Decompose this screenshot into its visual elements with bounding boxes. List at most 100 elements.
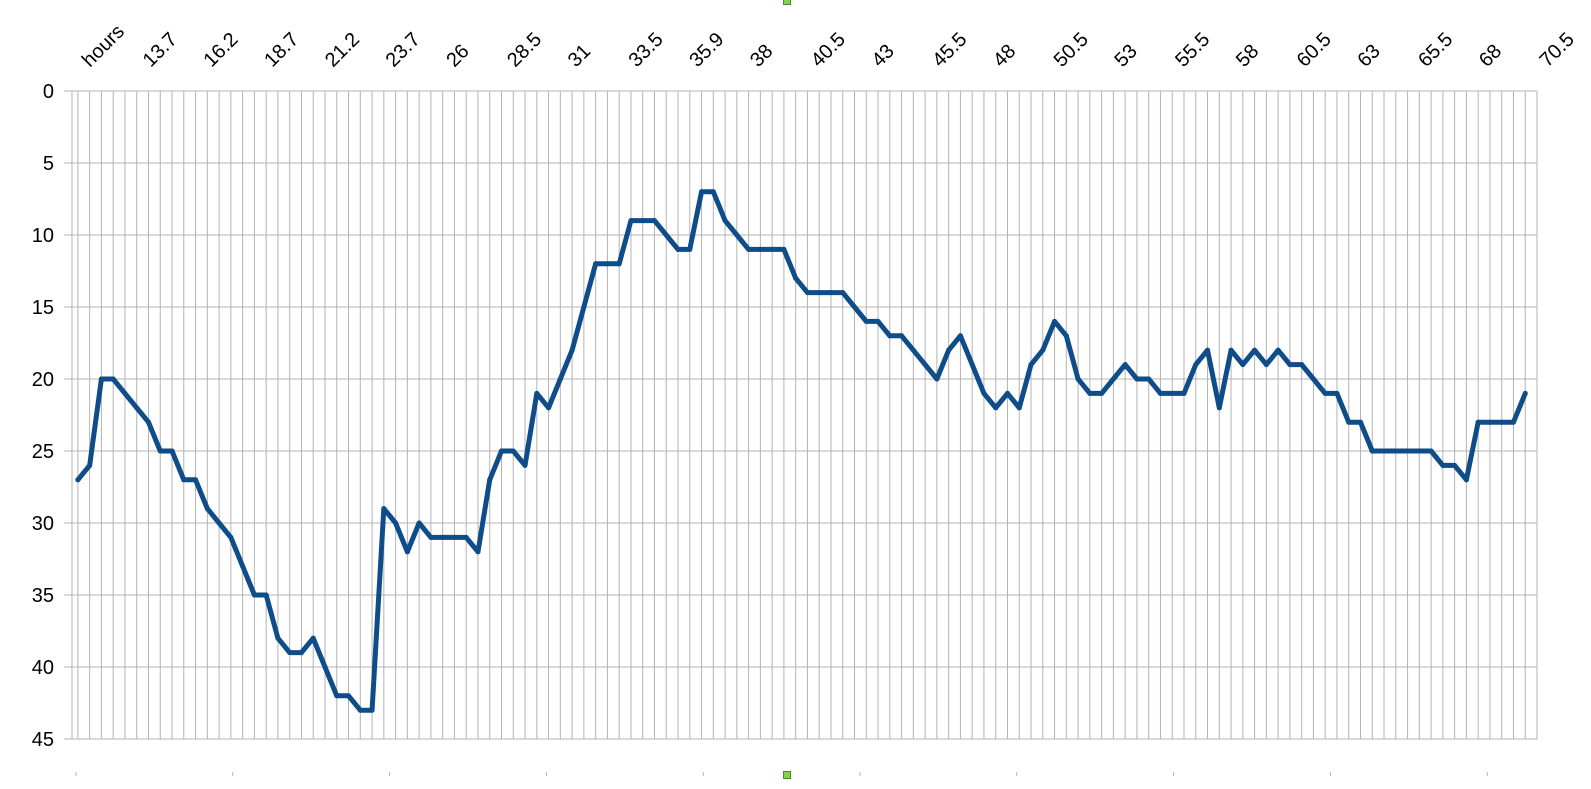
data-point [75, 477, 81, 483]
data-point [251, 592, 257, 598]
data-point [781, 246, 787, 252]
data-point [1428, 448, 1434, 454]
data-point [593, 261, 599, 267]
data-point [475, 549, 481, 555]
x-tick-label: 65.5 [1414, 28, 1457, 71]
x-tick-label: 43 [868, 40, 899, 71]
data-point [1369, 448, 1375, 454]
data-point [722, 218, 728, 224]
data-point [1510, 419, 1516, 425]
data-point [263, 592, 269, 598]
data-point [581, 304, 587, 310]
data-point [298, 650, 304, 656]
data-point [287, 650, 293, 656]
data-point [910, 347, 916, 353]
y-tick-label: 30 [32, 513, 54, 535]
data-point [240, 563, 246, 569]
data-point [404, 549, 410, 555]
x-tick-label: 38 [746, 40, 777, 71]
data-point [1240, 362, 1246, 368]
data-point [816, 290, 822, 296]
data-point [1334, 390, 1340, 396]
y-tick-label: 45 [32, 729, 54, 751]
data-point [1522, 390, 1528, 396]
data-point [1099, 390, 1105, 396]
data-point [1405, 448, 1411, 454]
data-point [1452, 462, 1458, 468]
data-point [804, 290, 810, 296]
points-layer [75, 189, 1528, 713]
x-tick-label: 23.7 [382, 28, 425, 71]
data-point [1275, 347, 1281, 353]
data-point [840, 290, 846, 296]
data-point [1181, 390, 1187, 396]
data-point [746, 246, 752, 252]
x-tick-label: 28.5 [503, 28, 546, 71]
selection-handle-top[interactable] [783, 0, 791, 5]
data-point [1475, 419, 1481, 425]
data-point [1063, 333, 1069, 339]
x-tick-label: 70.5 [1536, 28, 1579, 71]
data-point [828, 290, 834, 296]
data-point [769, 246, 775, 252]
data-point [863, 318, 869, 324]
data-point [193, 477, 199, 483]
data-point [757, 246, 763, 252]
data-point [1416, 448, 1422, 454]
data-point [216, 520, 222, 526]
data-point [381, 506, 387, 512]
x-tick-label: 48 [989, 40, 1020, 71]
y-tick-label: 5 [43, 153, 54, 175]
selection-handle-bottom[interactable] [783, 771, 791, 779]
data-point [510, 448, 516, 454]
data-point [275, 635, 281, 641]
data-point [957, 333, 963, 339]
x-tick-label: 33.5 [625, 28, 668, 71]
y-tick-label: 20 [32, 369, 54, 391]
data-point [793, 275, 799, 281]
data-point [1263, 362, 1269, 368]
x-tick-label: 63 [1353, 40, 1384, 71]
series-layer [75, 189, 1528, 713]
data-point [604, 261, 610, 267]
data-point [87, 462, 93, 468]
x-tick-label: 60.5 [1293, 28, 1336, 71]
series-line [75, 189, 1528, 713]
data-point [710, 189, 716, 195]
y-tick-label: 10 [32, 225, 54, 247]
axes [71, 91, 1488, 776]
data-point [1487, 419, 1493, 425]
data-point [1357, 419, 1363, 425]
x-tick-label: 16.2 [199, 28, 242, 71]
data-point [546, 405, 552, 411]
data-point [934, 376, 940, 382]
x-tick-label: 13.7 [139, 28, 182, 71]
data-point [969, 362, 975, 368]
data-point [687, 246, 693, 252]
data-point [1040, 347, 1046, 353]
data-point [1228, 347, 1234, 353]
data-point [875, 318, 881, 324]
x-tick-label: 40.5 [807, 28, 850, 71]
x-tick-label: hours [78, 21, 129, 72]
y-tick-label: 0 [43, 81, 54, 103]
y-axis-tick-labels: 0 5 10 15 20 25 30 35 40 45 [32, 81, 54, 751]
data-point [428, 534, 434, 540]
data-point [334, 693, 340, 699]
data-point [1075, 376, 1081, 382]
x-tick-label: 31 [564, 40, 595, 71]
data-point [204, 506, 210, 512]
data-point [393, 520, 399, 526]
data-point [1499, 419, 1505, 425]
data-point [1169, 390, 1175, 396]
data-point [628, 218, 634, 224]
data-point [534, 390, 540, 396]
data-point [1322, 390, 1328, 396]
data-point [1052, 318, 1058, 324]
data-point [1134, 376, 1140, 382]
data-point [110, 376, 116, 382]
data-point [134, 405, 140, 411]
data-point [887, 333, 893, 339]
data-point [1028, 362, 1034, 368]
